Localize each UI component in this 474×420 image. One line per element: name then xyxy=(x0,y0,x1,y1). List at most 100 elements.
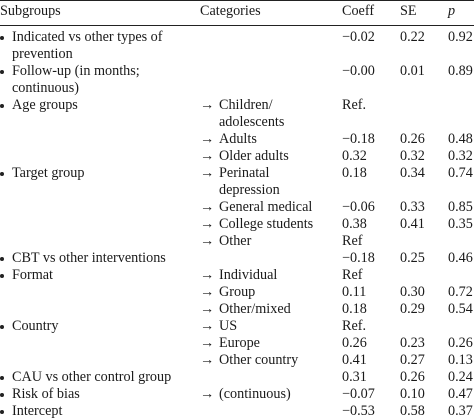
se-value: 0.58 xyxy=(400,403,425,419)
p-value: 0.54 xyxy=(448,301,473,317)
se-value: 0.26 xyxy=(400,131,425,147)
arrow-icon: → xyxy=(200,284,215,300)
se-value: 0.10 xyxy=(400,386,425,402)
coeff-value: Ref xyxy=(342,267,363,283)
p-value: 0.74 xyxy=(448,165,473,181)
arrow-icon: → xyxy=(200,386,215,402)
se-value: 0.30 xyxy=(400,284,425,300)
coeff-value: Ref. xyxy=(342,318,367,334)
coeff-value: Ref xyxy=(342,233,363,249)
header-se: SE xyxy=(400,3,417,19)
arrow-icon: → xyxy=(200,97,215,113)
p-value: 0.72 xyxy=(448,284,473,300)
p-value: 0.35 xyxy=(448,216,473,232)
se-value: 0.01 xyxy=(400,63,425,79)
p-value: 0.47 xyxy=(448,386,473,402)
category-label: depression xyxy=(219,182,280,198)
se-value: 0.33 xyxy=(400,199,425,215)
arrow-icon: → xyxy=(200,216,215,232)
category-label: (continuous) xyxy=(219,386,291,402)
bullet-icon xyxy=(0,36,4,40)
arrow-icon: → xyxy=(200,199,215,215)
arrow-icon: → xyxy=(200,233,215,249)
bullet-icon xyxy=(0,172,4,176)
subgroup-label: Format xyxy=(12,267,53,283)
coeff-value: 0.26 xyxy=(342,335,367,351)
coeff-value: 0.18 xyxy=(342,301,367,317)
bullet-icon xyxy=(0,104,4,108)
p-value: 0.46 xyxy=(448,250,473,266)
p-value: 0.13 xyxy=(448,352,473,368)
category-label: General medical xyxy=(219,199,313,215)
header-rule xyxy=(0,25,474,26)
category-label: Other/mixed xyxy=(219,301,291,317)
arrow-icon: → xyxy=(200,148,215,164)
category-label: Other xyxy=(219,233,252,249)
se-value: 0.41 xyxy=(400,216,425,232)
p-value: 0.89 xyxy=(448,63,473,79)
category-label: College students xyxy=(219,216,314,232)
subgroup-label: CAU vs other control group xyxy=(12,369,172,385)
coeff-value: −0.18 xyxy=(342,250,375,266)
se-value: 0.23 xyxy=(400,335,425,351)
header-p: p xyxy=(448,3,456,19)
category-label: Perinatal xyxy=(219,165,270,181)
table-top-rule xyxy=(0,0,474,1)
se-value: 0.22 xyxy=(400,29,425,45)
subgroup-label: Risk of bias xyxy=(12,386,80,402)
subgroup-label: Intercept xyxy=(12,403,63,419)
se-value: 0.26 xyxy=(400,369,425,385)
p-value: 0.32 xyxy=(448,148,473,164)
category-label: Older adults xyxy=(219,148,289,164)
arrow-icon: → xyxy=(200,131,215,147)
header-subgroups: Subgroups xyxy=(0,3,61,19)
subgroup-label: Age groups xyxy=(12,97,78,113)
coeff-value: −0.06 xyxy=(342,199,375,215)
subgroup-label: prevention xyxy=(12,46,73,62)
category-label: adolescents xyxy=(219,114,285,130)
category-label: Individual xyxy=(219,267,278,283)
arrow-icon: → xyxy=(200,301,215,317)
arrow-icon: → xyxy=(200,335,215,351)
subgroup-label: Target group xyxy=(12,165,85,181)
coeff-value: −0.18 xyxy=(342,131,375,147)
bullet-icon xyxy=(0,325,4,329)
header-coeff: Coeff xyxy=(342,3,375,19)
p-value: 0.37 xyxy=(448,403,473,419)
category-label: Adults xyxy=(219,131,257,147)
coeff-value: 0.31 xyxy=(342,369,367,385)
bullet-icon xyxy=(0,393,4,397)
p-value: 0.48 xyxy=(448,131,473,147)
subgroup-label: Follow-up (in months; xyxy=(12,63,140,79)
subgroup-label: Indicated vs other types of xyxy=(12,29,163,45)
bullet-icon xyxy=(0,410,4,414)
category-label: Europe xyxy=(219,335,260,351)
se-value: 0.25 xyxy=(400,250,425,266)
coeff-value: −0.07 xyxy=(342,386,375,402)
category-label: Other country xyxy=(219,352,299,368)
subgroup-label: Country xyxy=(12,318,59,334)
coeff-value: 0.38 xyxy=(342,216,367,232)
coeff-value: −0.53 xyxy=(342,403,375,419)
p-value: 0.26 xyxy=(448,335,473,351)
arrow-icon: → xyxy=(200,267,215,283)
coeff-value: Ref. xyxy=(342,97,367,113)
p-value: 0.24 xyxy=(448,369,473,385)
category-label: US xyxy=(219,318,238,334)
coeff-value: 0.18 xyxy=(342,165,367,181)
arrow-icon: → xyxy=(200,165,215,181)
coeff-value: 0.41 xyxy=(342,352,367,368)
se-value: 0.27 xyxy=(400,352,425,368)
subgroup-label: continuous) xyxy=(12,80,79,96)
category-label: Group xyxy=(219,284,256,300)
header-categories: Categories xyxy=(200,3,261,19)
coeff-value: −0.02 xyxy=(342,29,375,45)
arrow-icon: → xyxy=(200,352,215,368)
subgroup-label: CBT vs other interventions xyxy=(12,250,166,266)
arrow-icon: → xyxy=(200,318,215,334)
category-label: Children/ xyxy=(219,97,273,113)
coeff-value: −0.00 xyxy=(342,63,375,79)
bullet-icon xyxy=(0,376,4,380)
se-value: 0.29 xyxy=(400,301,425,317)
